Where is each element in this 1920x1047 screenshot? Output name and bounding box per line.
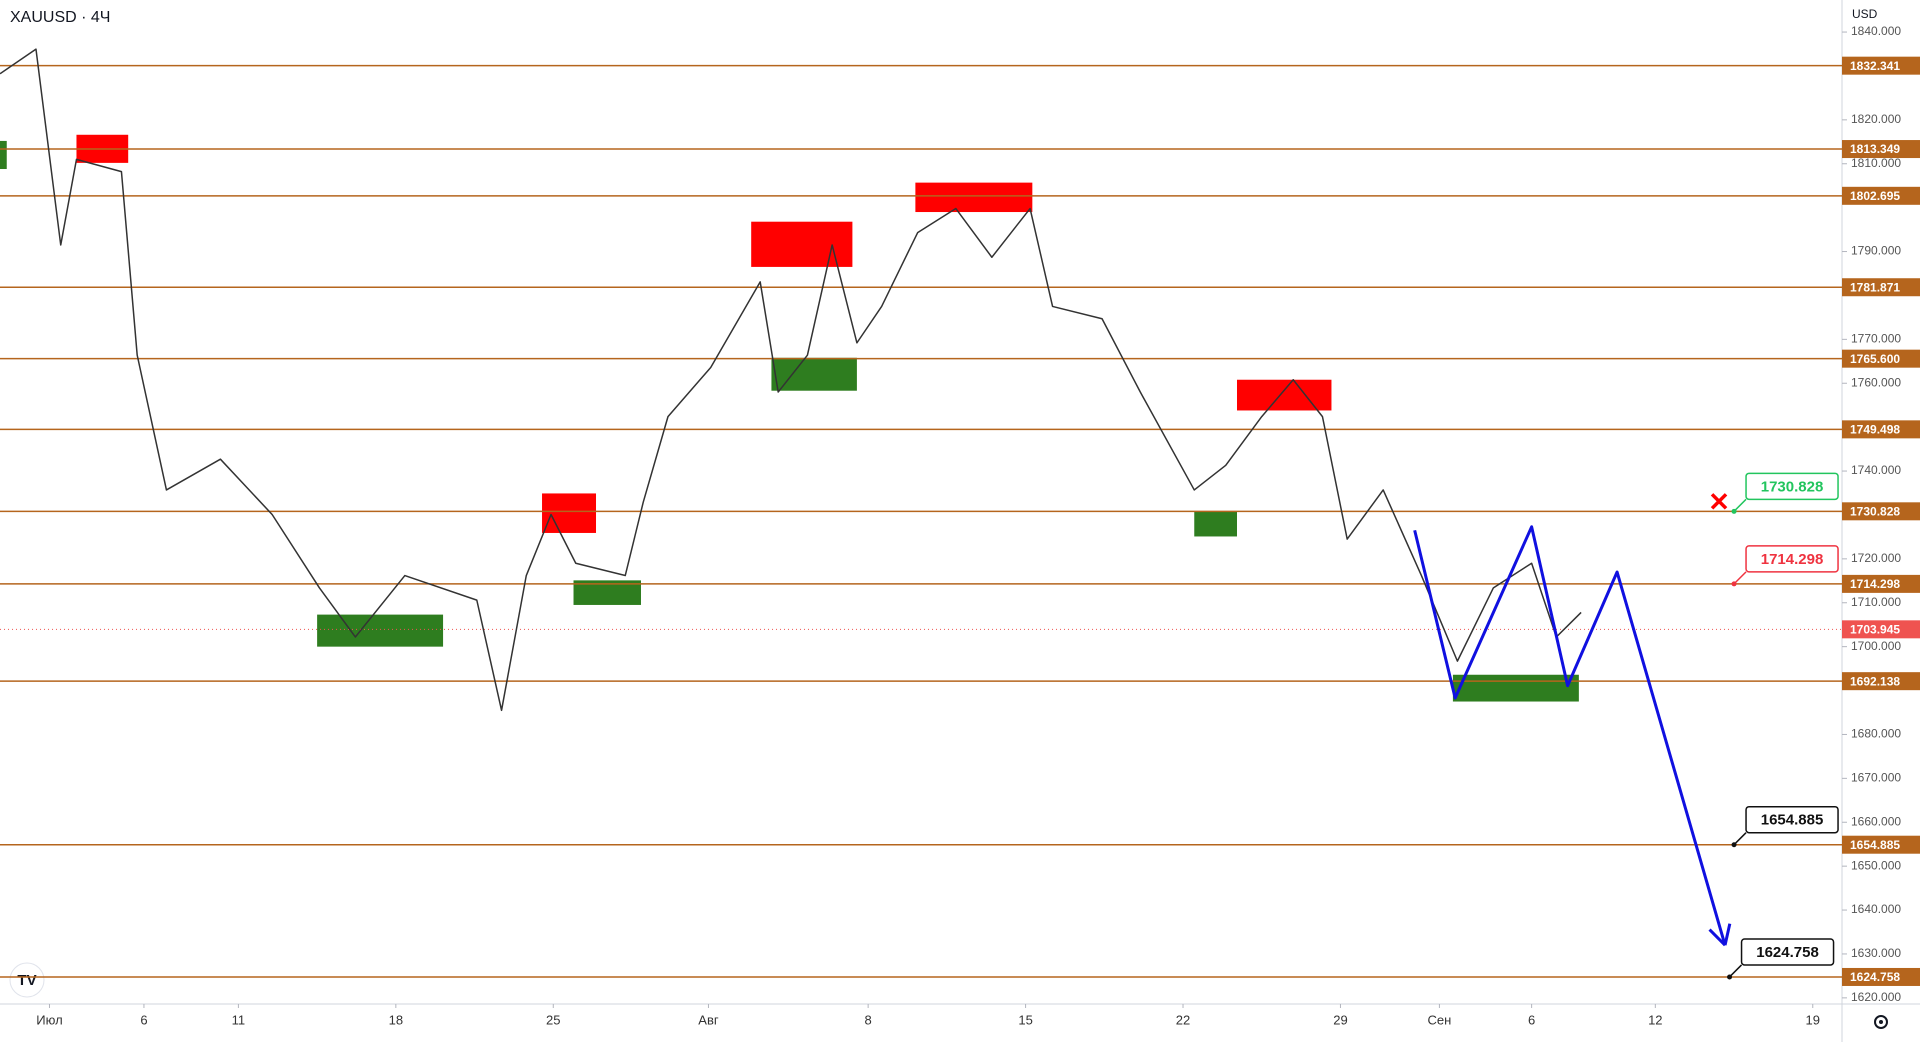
- x-tick-label: 29: [1333, 1012, 1347, 1027]
- callout-leader: [1733, 571, 1747, 585]
- callout-box: [1745, 472, 1839, 501]
- y-tick-label: 1760.000: [1851, 375, 1901, 389]
- level-label-bg: [1842, 278, 1920, 297]
- projection-path: [1413, 525, 1727, 946]
- y-tick-label: 1770.000: [1851, 332, 1901, 346]
- y-tick-label: 1790.000: [1851, 244, 1901, 258]
- projection-arrowhead: [1723, 923, 1732, 946]
- y-tick-label: 1640.000: [1851, 902, 1901, 916]
- x-tick-label: 15: [1018, 1012, 1032, 1027]
- callout-label: 1654.885: [1761, 812, 1824, 829]
- zone: [1194, 511, 1237, 537]
- x-tick-label: 22: [1176, 1012, 1190, 1027]
- level-label: 1714.298: [1850, 577, 1900, 591]
- x-tick-label: 18: [389, 1012, 403, 1027]
- y-tick-label: 1630.000: [1851, 946, 1901, 960]
- level-label-bg: [1842, 140, 1920, 159]
- zone: [1452, 674, 1579, 702]
- level-label-bg: [1842, 186, 1920, 205]
- level-label: 1765.600: [1850, 352, 1900, 366]
- callout-box: [1745, 805, 1839, 834]
- x-tick-label: Авг: [698, 1012, 719, 1027]
- zone: [317, 614, 444, 647]
- x-tick-label: 6: [140, 1012, 147, 1027]
- tv-logo: TV: [9, 962, 45, 998]
- svg-text:TV: TV: [17, 972, 36, 989]
- projection-arrowhead: [1708, 928, 1727, 947]
- level-label-bg: [1842, 967, 1920, 986]
- x-tick-label: 8: [865, 1012, 872, 1027]
- x-tick-label: 25: [546, 1012, 560, 1027]
- callout-leader: [1729, 964, 1743, 978]
- callout-leader: [1733, 498, 1747, 512]
- level-label-bg: [1842, 835, 1920, 854]
- currency[interactable]: USD: [1852, 7, 1878, 21]
- y-tick-label: 1820.000: [1851, 112, 1901, 126]
- level-label-bg: [1842, 672, 1920, 691]
- y-tick-label: 1740.000: [1851, 463, 1901, 477]
- level-label: 1692.138: [1850, 674, 1900, 688]
- y-tick-label: 1650.000: [1851, 858, 1901, 872]
- cancel-mark: [1710, 493, 1728, 510]
- callout-box: [1745, 545, 1839, 573]
- level-label: 1781.871: [1850, 280, 1900, 294]
- level-label-bg: [1842, 420, 1920, 439]
- level-label-bg: [1842, 56, 1920, 75]
- callout-box: [1740, 938, 1835, 966]
- callout-leader: [1733, 832, 1747, 846]
- symbol-title: XAUUSD · 4Ч: [10, 9, 110, 26]
- level-label: 1802.695: [1850, 189, 1900, 203]
- callout-label: 1624.758: [1756, 944, 1819, 961]
- callout-label: 1714.298: [1761, 551, 1824, 568]
- zone: [542, 493, 597, 533]
- x-tick-label: 19: [1806, 1012, 1820, 1027]
- level-label: 1624.758: [1850, 970, 1900, 984]
- level-label: 1813.349: [1850, 142, 1900, 156]
- last-price-label-bg: [1842, 620, 1920, 639]
- last-price-label: 1703.945: [1850, 623, 1900, 637]
- level-label: 1832.341: [1850, 59, 1900, 73]
- y-tick-label: 1710.000: [1851, 595, 1901, 609]
- x-tick-label: 6: [1528, 1012, 1535, 1027]
- level-label-bg: [1842, 574, 1920, 593]
- price-line: [0, 48, 1582, 712]
- zone: [771, 357, 857, 391]
- zone: [1236, 379, 1332, 411]
- level-label-bg: [1842, 349, 1920, 368]
- x-tick-label: 11: [232, 1012, 246, 1027]
- y-tick-label: 1660.000: [1851, 814, 1901, 828]
- y-tick-label: 1700.000: [1851, 639, 1901, 653]
- settings-icon[interactable]: [1874, 1015, 1888, 1029]
- y-tick-label: 1810.000: [1851, 156, 1901, 170]
- x-tick-label: Июл: [36, 1012, 62, 1027]
- zone: [751, 221, 853, 267]
- x-tick-label: Сен: [1428, 1012, 1452, 1027]
- callout-label: 1730.828: [1761, 478, 1824, 495]
- level-label: 1730.828: [1850, 504, 1900, 518]
- level-label-bg: [1842, 502, 1920, 521]
- zone: [0, 140, 7, 170]
- y-tick-label: 1670.000: [1851, 771, 1901, 785]
- level-label: 1749.498: [1850, 423, 1900, 437]
- y-tick-label: 1840.000: [1851, 24, 1901, 38]
- y-tick-label: 1620.000: [1851, 990, 1901, 1004]
- y-tick-label: 1680.000: [1851, 727, 1901, 741]
- y-tick-label: 1720.000: [1851, 551, 1901, 565]
- level-label: 1654.885: [1850, 838, 1900, 852]
- zone: [915, 182, 1033, 213]
- x-tick-label: 12: [1648, 1012, 1662, 1027]
